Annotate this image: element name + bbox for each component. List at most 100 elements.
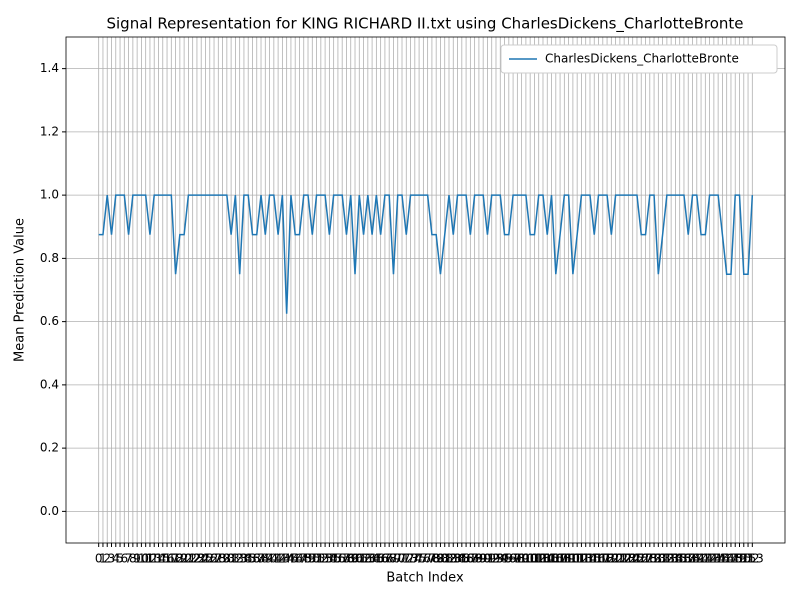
- x-tick-label: 132: [651, 552, 674, 566]
- x-tick-label: 63: [360, 552, 375, 566]
- x-tick-label: 51: [309, 552, 324, 566]
- x-tick-label: 66: [373, 552, 388, 566]
- x-tick-label: 137: [673, 552, 696, 566]
- x-tick-label: 140: [685, 552, 708, 566]
- x-axis-label: Batch Index: [386, 571, 464, 586]
- x-tick-label: 139: [681, 552, 704, 566]
- x-tick-label: 98: [510, 552, 525, 566]
- x-tick-label: 69: [386, 552, 401, 566]
- x-tick-label: 27: [206, 552, 221, 566]
- x-tick-label: 95: [497, 552, 512, 566]
- x-tick-label: 25: [198, 552, 213, 566]
- x-tick-label: 136: [668, 552, 691, 566]
- x-tick-label: 4: [112, 552, 120, 566]
- x-tick-label: 22: [185, 552, 200, 566]
- x-tick-label: 128: [634, 552, 657, 566]
- x-tick-label: 106: [540, 552, 563, 566]
- x-tick-label: 65: [369, 552, 384, 566]
- x-tick-label: 127: [630, 552, 653, 566]
- x-tick-label: 37: [249, 552, 264, 566]
- x-tick-label: 15: [155, 552, 170, 566]
- x-tick-label: 121: [604, 552, 627, 566]
- x-tick-label: 8: [129, 552, 137, 566]
- x-tick-label: 59: [343, 552, 358, 566]
- x-tick-label: 97: [505, 552, 520, 566]
- x-tick-label: 118: [591, 552, 614, 566]
- x-tick-label: 14: [151, 552, 166, 566]
- x-tick-label: 61: [352, 552, 367, 566]
- x-tick-label: 129: [638, 552, 661, 566]
- x-tick-label: 21: [181, 552, 196, 566]
- x-tick-label: 85: [454, 552, 469, 566]
- x-tick-label: 67: [377, 552, 392, 566]
- x-tick-label: 11: [138, 552, 153, 566]
- x-tick-label: 45: [283, 552, 298, 566]
- x-tick-label: 49: [300, 552, 315, 566]
- x-tick-label: 107: [544, 552, 567, 566]
- x-tick-label: 142: [694, 552, 717, 566]
- x-tick-label: 125: [621, 552, 644, 566]
- x-tick-label: 28: [211, 552, 226, 566]
- x-tick-label: 90: [476, 552, 491, 566]
- x-tick-label: 112: [566, 552, 589, 566]
- x-tick-label: 54: [322, 552, 337, 566]
- x-tick-label: 89: [471, 552, 486, 566]
- y-tick-label: 1.4: [40, 61, 59, 75]
- y-tick-label: 1.2: [40, 124, 59, 138]
- x-tick-label: 122: [608, 552, 631, 566]
- x-tick-label: 83: [446, 552, 461, 566]
- x-tick-label: 84: [450, 552, 465, 566]
- x-tick-label: 41: [266, 552, 281, 566]
- x-tick-label: 73: [403, 552, 418, 566]
- x-tick-label: 144: [702, 552, 725, 566]
- x-tick-label: 150: [728, 552, 751, 566]
- x-tick-label: 148: [720, 552, 743, 566]
- x-tick-label: 23: [189, 552, 204, 566]
- x-tick-label: 2: [103, 552, 111, 566]
- x-tick-label: 38: [253, 552, 268, 566]
- x-tick-label: 152: [737, 552, 760, 566]
- x-tick-label: 64: [364, 552, 379, 566]
- x-tick-label: 86: [458, 552, 473, 566]
- x-tick-label: 13: [147, 552, 162, 566]
- x-tick-label: 9: [133, 552, 141, 566]
- x-tick-label: 102: [523, 552, 546, 566]
- x-tick-label: 94: [493, 552, 508, 566]
- x-tick-label: 110: [557, 552, 580, 566]
- x-tick-label: 138: [677, 552, 700, 566]
- x-tick-label: 62: [356, 552, 371, 566]
- plot-frame: [65, 36, 786, 544]
- x-tick-label: 141: [690, 552, 713, 566]
- y-tick-label: 0.8: [40, 251, 59, 265]
- x-tick-label: 70: [390, 552, 405, 566]
- y-tick-label: 1.0: [40, 188, 59, 202]
- series-line: [98, 194, 754, 314]
- x-tick-label: 109: [553, 552, 576, 566]
- x-tick-label: 26: [202, 552, 217, 566]
- x-tick-label: 79: [429, 552, 444, 566]
- x-tick-label: 133: [655, 552, 678, 566]
- x-tick-label: 147: [715, 552, 738, 566]
- x-tick-label: 39: [258, 552, 273, 566]
- legend-box: [500, 44, 778, 74]
- legend-label: CharlesDickens_CharlotteBronte: [545, 52, 739, 66]
- x-tick-label: 1: [99, 552, 107, 566]
- x-tick-label: 12: [142, 552, 157, 566]
- x-tick-label: 30: [219, 552, 234, 566]
- x-tick-label: 87: [463, 552, 478, 566]
- x-tick-label: 32: [228, 552, 243, 566]
- x-tick-label: 126: [626, 552, 649, 566]
- x-tick-label: 16: [159, 552, 174, 566]
- x-tick-label: 81: [437, 552, 452, 566]
- x-tick-label: 31: [223, 552, 238, 566]
- x-tick-label: 100: [514, 552, 537, 566]
- y-tick-label: 0.4: [40, 377, 59, 391]
- x-tick-label: 131: [647, 552, 670, 566]
- x-tick-label: 96: [501, 552, 516, 566]
- x-tick-label: 113: [570, 552, 593, 566]
- x-tick-label: 99: [514, 552, 529, 566]
- x-tick-label: 29: [215, 552, 230, 566]
- x-tick-label: 34: [236, 552, 251, 566]
- x-tick-label: 42: [270, 552, 285, 566]
